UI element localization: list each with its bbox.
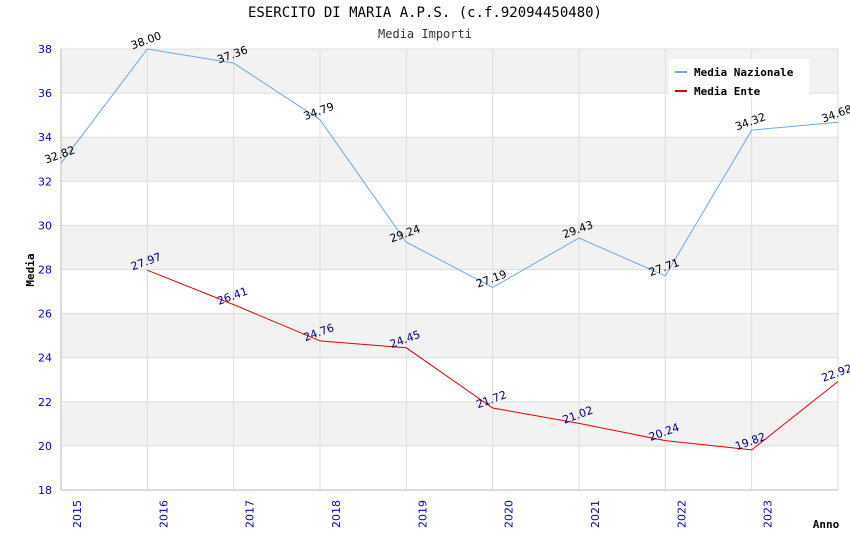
plot-band bbox=[61, 401, 838, 446]
y-axis-label: Media bbox=[24, 253, 37, 286]
gridlines bbox=[60, 48, 839, 491]
y-tick-label: 34 bbox=[38, 131, 52, 144]
y-tick-label: 32 bbox=[38, 175, 52, 188]
plot-band bbox=[61, 357, 838, 402]
plot-band bbox=[61, 269, 838, 314]
y-tick-label: 20 bbox=[38, 440, 52, 453]
plot-bands bbox=[61, 49, 838, 490]
y-axis-ticks: 18 20 22 24 26 28 30 32 34 36 38 bbox=[38, 43, 52, 497]
y-tick-label: 30 bbox=[38, 219, 52, 232]
plot-band bbox=[61, 181, 838, 226]
series-line-media-nazionale bbox=[60, 48, 839, 288]
y-tick-label: 18 bbox=[38, 484, 52, 497]
plot-band bbox=[61, 225, 838, 270]
x-tick-label: 2016 bbox=[157, 500, 170, 528]
y-tick-label: 24 bbox=[38, 352, 52, 365]
y-tick-label: 26 bbox=[38, 308, 52, 321]
x-tick-label: 2019 bbox=[416, 500, 429, 528]
plot-band bbox=[61, 445, 838, 490]
y-tick-label: 28 bbox=[38, 264, 52, 277]
x-axis-label: Anno bbox=[813, 518, 840, 531]
x-tick-label: 2024 bbox=[848, 500, 850, 528]
x-tick-label: 2018 bbox=[330, 500, 343, 528]
plot-band bbox=[61, 313, 838, 358]
legend-box bbox=[669, 59, 809, 97]
legend: Media Nazionale Media Ente bbox=[669, 59, 809, 98]
x-tick-label: 2017 bbox=[244, 500, 257, 528]
x-tick-label: 2020 bbox=[503, 500, 516, 528]
legend-label: Media Ente bbox=[694, 85, 761, 98]
x-tick-label: 2022 bbox=[675, 500, 688, 528]
chart-subtitle: Media Importi bbox=[378, 27, 472, 41]
x-tick-label: 2021 bbox=[589, 500, 602, 528]
y-tick-label: 22 bbox=[38, 396, 52, 409]
x-axis-ticks: 2015 2016 2017 2018 2019 2020 2021 2022 2023 2024 bbox=[71, 500, 850, 528]
plot-band bbox=[61, 93, 838, 138]
y-tick-label: 36 bbox=[38, 87, 52, 100]
y-tick-label: 38 bbox=[38, 43, 52, 56]
plot-band bbox=[61, 137, 838, 182]
series-lines bbox=[60, 48, 839, 451]
chart-title: ESERCITO DI MARIA A.P.S. (c.f.9209445048… bbox=[247, 5, 602, 21]
x-tick-label: 2015 bbox=[71, 500, 84, 528]
x-tick-label: 2023 bbox=[762, 500, 775, 528]
series-line-media-ente bbox=[147, 269, 839, 451]
legend-label: Media Nazionale bbox=[694, 66, 794, 79]
